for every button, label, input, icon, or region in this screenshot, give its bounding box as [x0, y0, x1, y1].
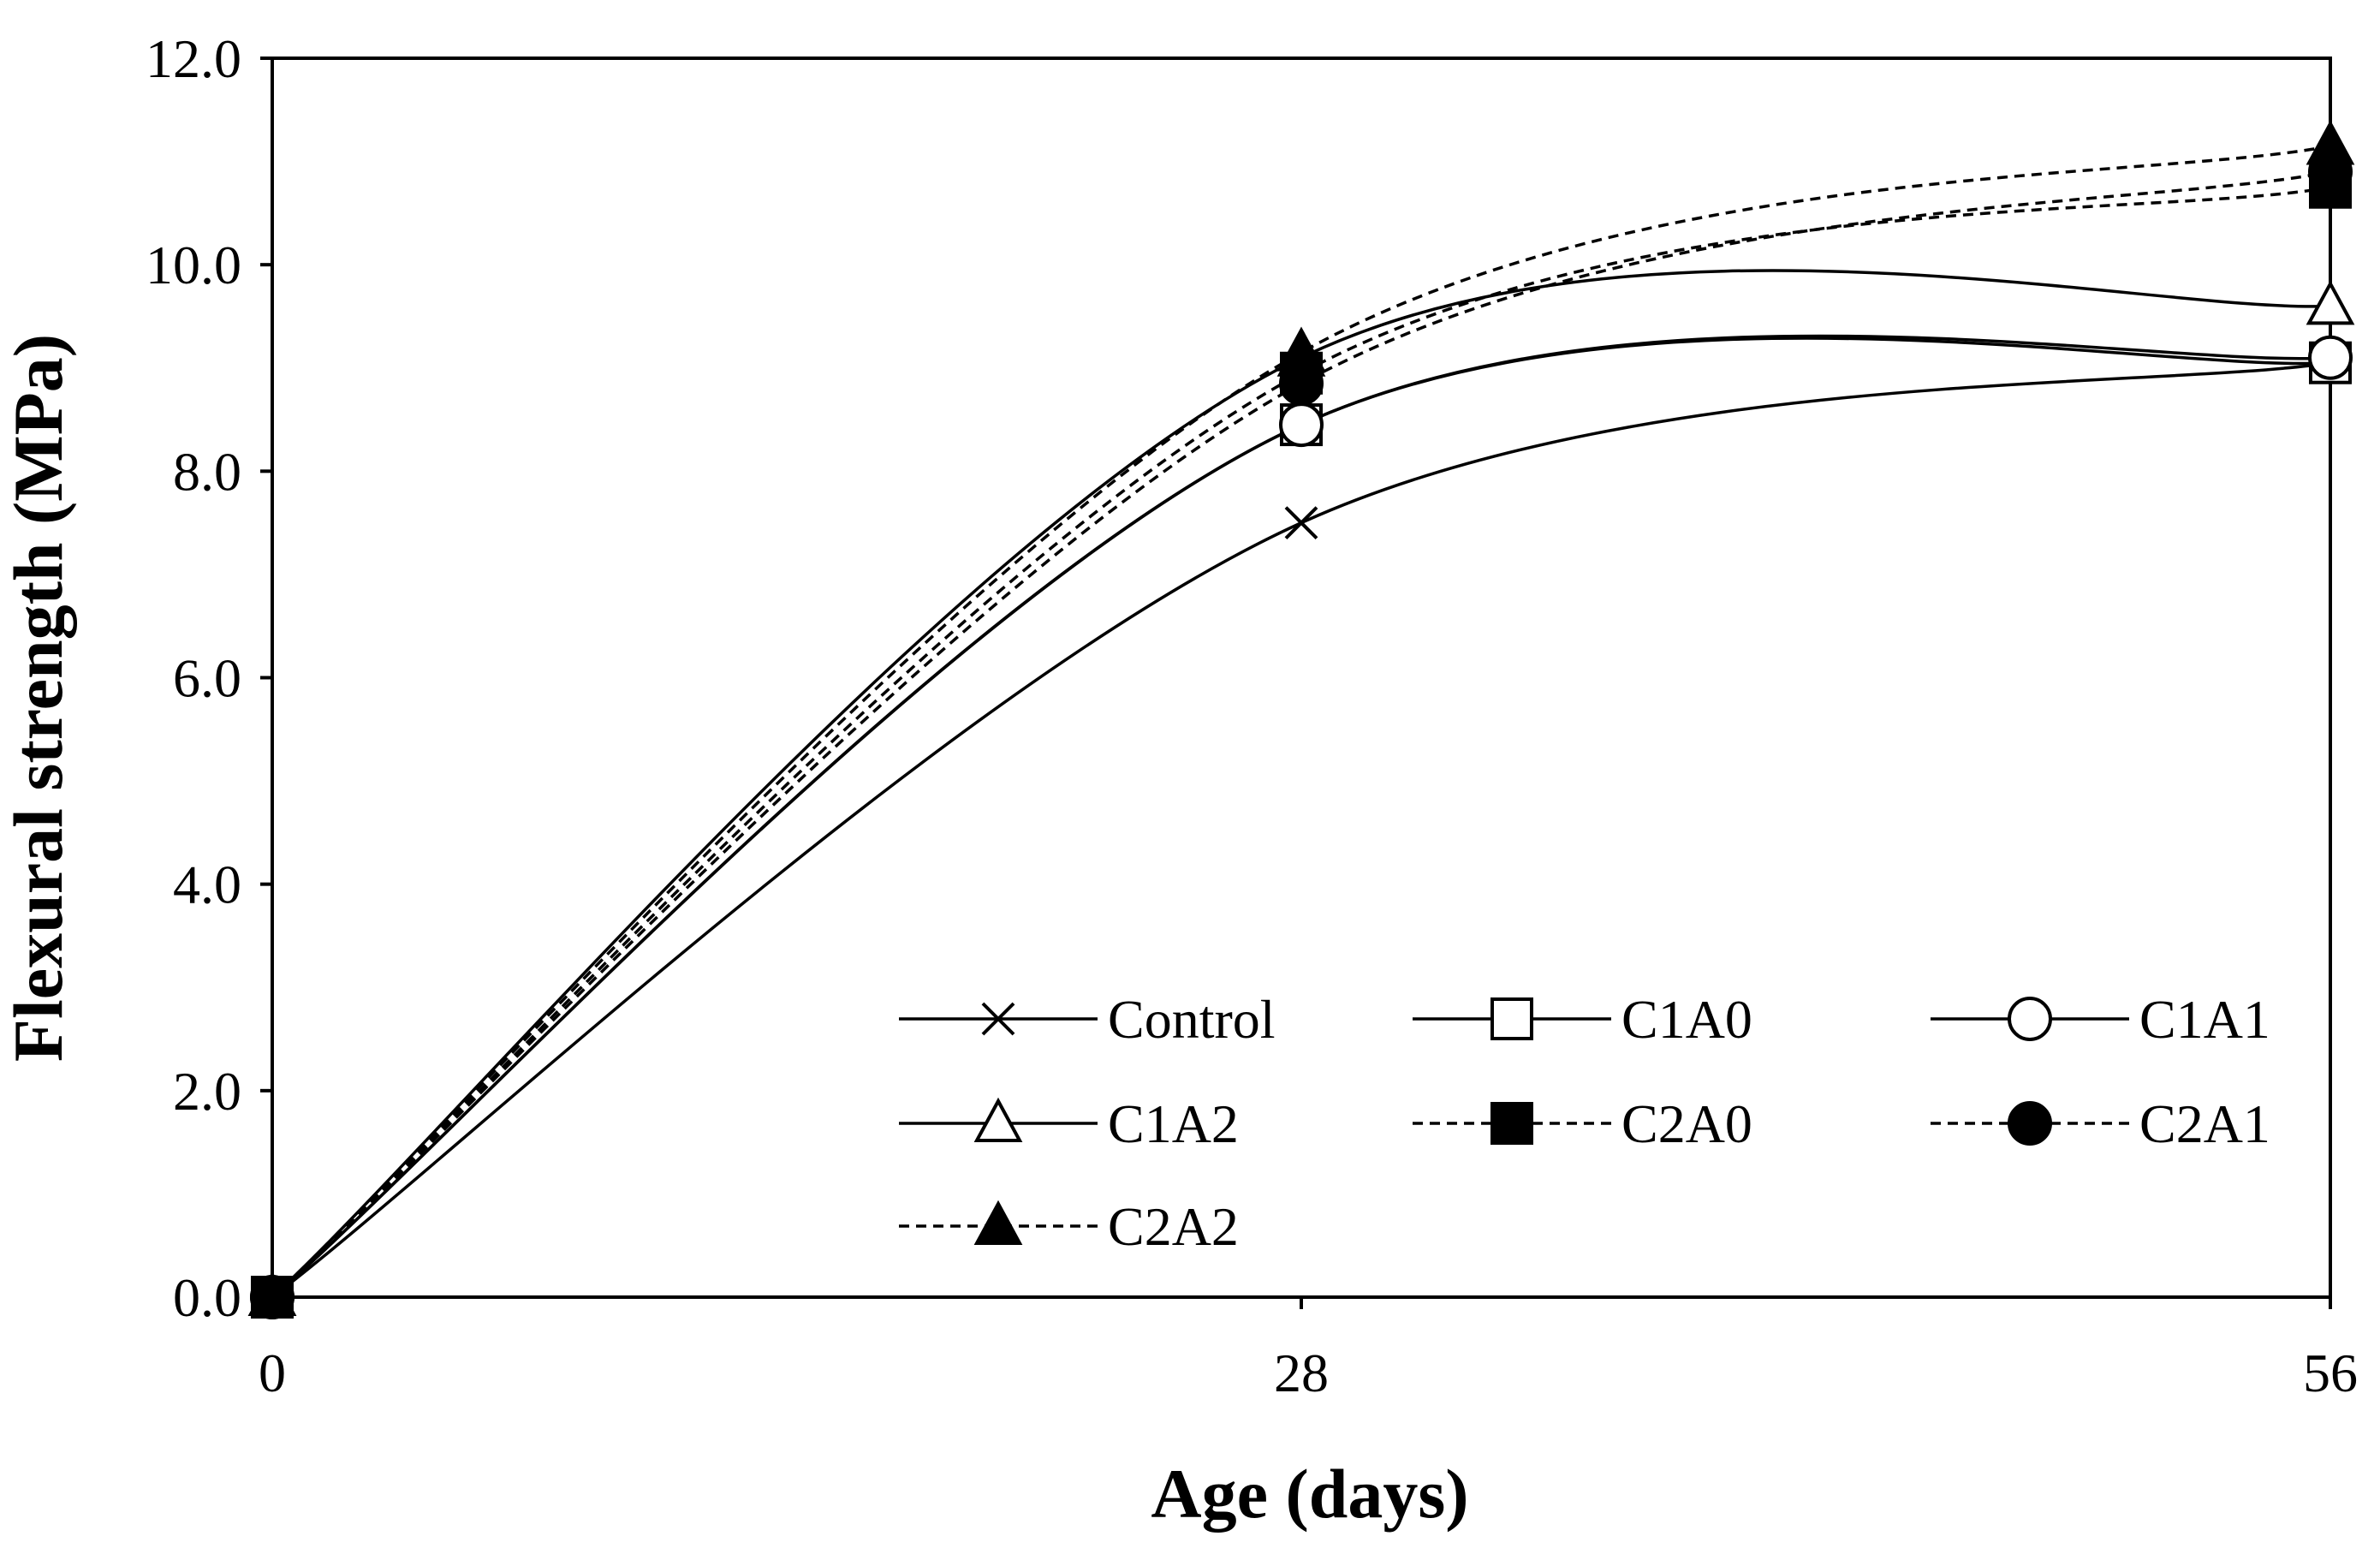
y-axis-title: Flexural strength (MPa): [0, 334, 77, 1062]
series-c2a2: [247, 120, 2355, 1316]
legend-label: C1A0: [1621, 989, 1752, 1050]
legend-label: C2A2: [1108, 1196, 1239, 1257]
series-line-c2a0: [271, 186, 2331, 1299]
x-tick-label: 28: [1274, 1343, 1329, 1403]
legend-marker: [2008, 1101, 2052, 1146]
legend-label: C2A1: [2139, 1093, 2270, 1154]
marker-stroke: [1284, 506, 1318, 540]
legend-item-c2a1: C2A1: [1931, 1093, 2270, 1154]
data-point-c1a2: [2306, 280, 2355, 325]
legend-label: Control: [1108, 989, 1276, 1050]
series-layer: [247, 120, 2355, 1319]
y-tick-label: 0.0: [173, 1267, 241, 1328]
y-tick-label: 10.0: [146, 235, 241, 295]
y-tick-label: 6.0: [173, 648, 241, 709]
legend-label: C1A2: [1108, 1093, 1239, 1154]
legend-item-c1a2: C1A2: [899, 1093, 1239, 1154]
legend-item-c1a0: C1A0: [1413, 989, 1752, 1050]
marker-stroke: [981, 1002, 1015, 1036]
data-point-c1a1: [1279, 402, 1324, 448]
legend-marker: [973, 1097, 1023, 1142]
legend-label: C1A1: [2139, 989, 2270, 1050]
series-line-c1a2: [271, 269, 2331, 1299]
x-axis-title: Age (days): [1151, 1455, 1468, 1533]
legend-marker: [1490, 997, 1533, 1040]
legend-item-c2a2: C2A2: [899, 1196, 1239, 1257]
series-c1a0: [251, 336, 2352, 1319]
x-tick-label: 56: [2303, 1343, 2358, 1403]
data-point-c1a1: [2308, 335, 2353, 380]
series-c1a1: [250, 334, 2353, 1319]
legend-label: C2A0: [1621, 1093, 1752, 1154]
y-tick-label: 4.0: [173, 854, 241, 915]
series-control: [255, 346, 2347, 1314]
series-line-c2a1: [271, 170, 2331, 1299]
data-point-c2a2: [2306, 120, 2355, 165]
series-line-c2a2: [271, 144, 2331, 1299]
axes-layer: 0.0 2.0 4.0 6.0 8.0 10.0 12.0 0 28 56: [146, 28, 2358, 1403]
data-point-c2a2: [247, 1271, 297, 1316]
data-point-control: [1284, 506, 1318, 540]
y-tick-label: 8.0: [173, 441, 241, 502]
legend: Control C1A0 C1A1 C1A2 C2A0 C2A1 C2A2: [899, 989, 2270, 1257]
y-tick-label: 12.0: [146, 28, 241, 89]
series-line-control: [271, 360, 2331, 1299]
y-tick-label: 2.0: [173, 1061, 241, 1122]
legend-item-control: Control: [899, 989, 1276, 1050]
legend-item-c1a1: C1A1: [1931, 989, 2270, 1050]
legend-item-c2a0: C2A0: [1413, 1093, 1752, 1154]
legend-marker: [981, 1002, 1015, 1036]
data-point-c2a2: [1276, 326, 1326, 372]
legend-marker: [2008, 997, 2052, 1041]
legend-marker: [1490, 1102, 1533, 1145]
series-line-c1a1: [271, 334, 2331, 1299]
x-tick-label: 0: [259, 1343, 286, 1403]
legend-marker: [973, 1200, 1023, 1245]
series-line-c1a0: [271, 336, 2331, 1299]
